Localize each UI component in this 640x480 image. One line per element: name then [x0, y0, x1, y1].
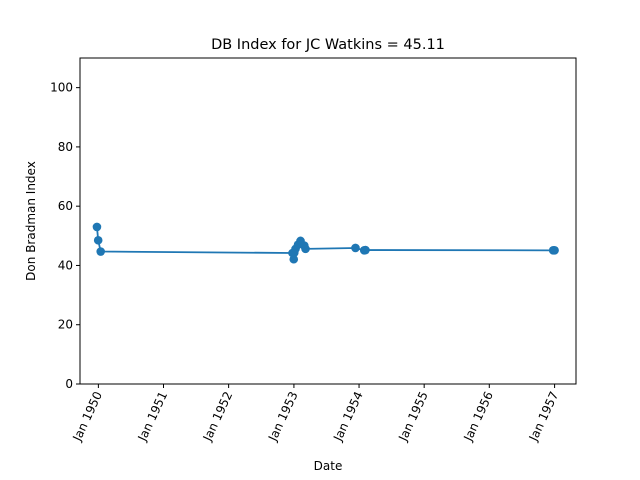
data-point — [301, 244, 310, 254]
x-axis-title: Date — [314, 459, 343, 473]
data-point — [361, 245, 370, 255]
x-tick-label: Jan 1954 — [330, 389, 365, 444]
y-tick-label: 80 — [58, 140, 73, 154]
y-tick-label: 20 — [58, 318, 73, 332]
x-tick-label: Jan 1956 — [461, 389, 496, 444]
y-axis: 0 20 40 60 80 100 — [50, 81, 80, 391]
x-tick-label: Jan 1955 — [395, 389, 430, 444]
x-tick-label: Jan 1953 — [265, 389, 300, 444]
x-tick-label: Jan 1957 — [526, 389, 561, 444]
data-point — [289, 254, 299, 264]
x-tick-label: Jan 1952 — [200, 389, 235, 444]
plot-frame — [79, 57, 577, 385]
data-point — [96, 247, 105, 256]
data-point — [92, 222, 102, 232]
x-tick-label: Jan 1950 — [70, 389, 105, 444]
y-tick-label: 60 — [58, 199, 73, 213]
x-axis: Jan 1950 Jan 1951 Jan 1952 Jan 1953 Jan 1954… — [70, 384, 561, 444]
data-point — [351, 243, 360, 253]
y-tick-label: 40 — [58, 258, 73, 272]
series-line — [96, 226, 555, 260]
data-point — [93, 235, 103, 245]
plot-area — [92, 222, 559, 264]
chart-title: DB Index for JC Watkins = 45.11 — [211, 37, 445, 53]
y-tick-label: 100 — [50, 81, 73, 95]
y-tick-label: 0 — [65, 377, 73, 391]
y-axis-title: Don Bradman Index — [24, 161, 38, 281]
data-point — [550, 246, 559, 255]
x-tick-label: Jan 1951 — [135, 389, 170, 444]
